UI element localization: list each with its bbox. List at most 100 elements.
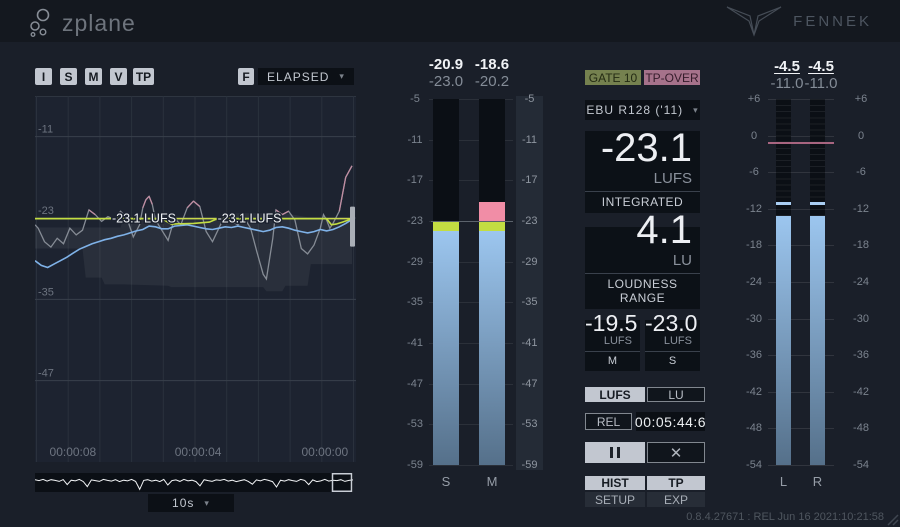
lr-scale-label-right: -18: [853, 239, 869, 252]
meter-toggle-i[interactable]: I: [35, 68, 52, 85]
meter-toggle-m[interactable]: M: [85, 68, 102, 85]
rel-time-button[interactable]: REL: [585, 413, 632, 430]
sm-gridline: [429, 424, 513, 426]
exp-button[interactable]: EXP: [647, 492, 705, 507]
svg-text:-35: -35: [38, 286, 54, 298]
sm-gridline: [429, 261, 513, 263]
sm-scale-label-left: -17: [407, 174, 423, 187]
sm-scale-label-left: -47: [407, 377, 423, 390]
meter-fill: [776, 216, 791, 465]
short-momentary-meters: -5 -5 -11 -11 -17 -17 -23 -23 -29 -29 -35 -35 -41 -41…: [403, 93, 549, 496]
lr-scale-label-left: -48: [746, 422, 762, 435]
l-meter-current-value: -11.0: [770, 75, 804, 92]
sm-scale-label-left: -35: [407, 296, 423, 309]
integrated-loudness-panel: -23.1 LUFS INTEGRATED: [585, 126, 700, 213]
l-meter-track: [776, 99, 791, 465]
tp-over-indicator-button[interactable]: TP-OVER: [644, 70, 700, 85]
tp-button[interactable]: TP: [647, 476, 705, 490]
short-term-line: [34, 218, 353, 269]
short-term-unit: LUFS: [663, 335, 692, 347]
waveform-overview[interactable]: [34, 473, 354, 492]
lr-scale-label-left: -30: [746, 312, 762, 325]
gate-indicator-button[interactable]: GATE 10: [585, 70, 641, 85]
sm-gridline: [429, 139, 513, 141]
meter-fill: [433, 231, 459, 465]
reset-button[interactable]: ✕: [647, 442, 705, 463]
short-term-caption: S: [645, 351, 700, 371]
lr-scale-label-right: -24: [853, 276, 869, 288]
zoom-window-handle[interactable]: [331, 473, 353, 492]
freeze-button[interactable]: F: [238, 68, 254, 85]
sm-scale-label-left: -29: [407, 255, 423, 268]
meter-channel-label: M: [486, 474, 498, 489]
lr-scale-label-left: -6: [749, 166, 759, 179]
header-bar: zplane FENNEK: [0, 0, 900, 42]
integrated-unit: LUFS: [653, 170, 692, 187]
momentary-unit: LUFS: [603, 335, 632, 347]
zplane-circles-icon: [30, 8, 50, 37]
resize-handle[interactable]: [887, 514, 899, 526]
meter-channel-label: R: [812, 474, 823, 489]
meter-toggle-s[interactable]: S: [60, 68, 77, 85]
sm-scale-label-right: -23: [521, 215, 538, 227]
sm-gridline: [429, 383, 513, 385]
sm-scale-label-right: -47: [521, 377, 538, 390]
lr-scale-label-right: -36: [853, 349, 869, 362]
true-peak-meters: +6 +6 0 0 -6 -6 -12 -12 -18 -18 -24 -24 -30 -30 -36 -36…: [742, 93, 874, 496]
m-meter-current-value: -20.2: [474, 73, 510, 90]
lr-scale-label-right: -48: [853, 422, 869, 435]
sm-scale-strip: [516, 96, 543, 470]
sm-scale-label-left: -5: [410, 93, 420, 105]
time-tick: 00:00:08: [50, 445, 97, 459]
meter-fill: [479, 231, 505, 465]
pause-button[interactable]: [585, 442, 645, 463]
meter-toggle-v[interactable]: V: [110, 68, 127, 85]
chevron-down-icon: ▾: [339, 71, 345, 81]
lr-gridline: [768, 465, 834, 466]
sm-scale-label-right: -17: [521, 174, 538, 187]
history-window-select[interactable]: 10s ▾: [148, 494, 234, 512]
lr-scale-label-left: -42: [746, 385, 762, 398]
s-meter-current-value: -23.0: [428, 73, 464, 90]
sm-gridline: [429, 99, 513, 100]
r-meter-current-value: -11.0: [804, 75, 838, 92]
range-value: 4.1: [636, 208, 692, 252]
lr-gridline: [768, 282, 834, 283]
integrated-caption: INTEGRATED: [585, 191, 700, 213]
integrated-line: [35, 217, 353, 226]
s-meter-max-value: -20.9: [428, 56, 464, 73]
meter-channel-label: S: [441, 474, 451, 489]
integrated-value: -23.1: [600, 126, 692, 170]
sm-gridline: [429, 180, 513, 182]
svg-text:-47: -47: [38, 368, 54, 380]
lr-scale-label-right: -30: [853, 312, 869, 325]
meter-fill: [810, 216, 825, 465]
setup-button[interactable]: SETUP: [585, 492, 645, 507]
unit-lu-button[interactable]: LU: [647, 387, 705, 402]
loudness-range-panel: 4.1 LU LOUDNESS RANGE: [585, 210, 700, 309]
lr-scale-label-left: 0: [750, 129, 758, 142]
momentary-over-line: [88, 165, 353, 216]
lr-scale-label-right: 0: [857, 129, 865, 142]
lr-scale-label-left: -36: [746, 349, 762, 362]
sm-scale-label-right: -41: [521, 337, 538, 349]
short-term-value-panel: -23.0 LUFS S: [645, 312, 700, 371]
time-mode-select[interactable]: ELAPSED ▾: [258, 68, 354, 85]
history-scrubber[interactable]: [350, 206, 355, 247]
meter-toggle-tp[interactable]: TP: [133, 68, 154, 85]
zplane-logo: zplane: [28, 6, 136, 40]
meter-over-segment: [479, 202, 505, 221]
r-meter-peak-value[interactable]: -4.5: [808, 58, 834, 75]
lr-scale-label-right: -12: [853, 202, 869, 215]
loudness-standard-select[interactable]: EBU R128 ('11) ▾: [585, 100, 700, 120]
meter-target-segment: [479, 221, 505, 232]
sm-scale-label-right: -11: [521, 133, 538, 146]
unit-lufs-button[interactable]: LUFS: [585, 387, 645, 402]
momentary-value-panel: -19.5 LUFS M: [585, 312, 640, 371]
loudness-history-chart[interactable]: -11 -23 -35 -47 -23.1 LUFS -23.1 LUFS 00:00:08…: [34, 96, 356, 462]
r-meter-track: [810, 99, 825, 465]
sm-scale-label-right: -59: [521, 459, 538, 471]
hist-button[interactable]: HIST: [585, 476, 645, 490]
l-meter-peak-value[interactable]: -4.5: [774, 58, 800, 75]
fennek-wings-icon: [726, 6, 782, 37]
